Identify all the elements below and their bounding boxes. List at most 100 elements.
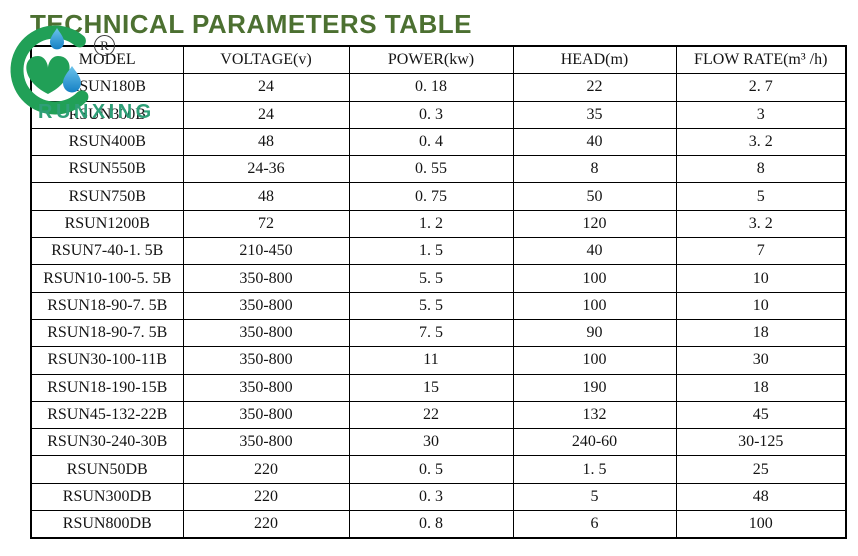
table-row: RSUN18-90-7. 5B 350-800 7. 5 90 18 xyxy=(30,318,847,348)
cell-model: RSUN1200B xyxy=(30,209,184,239)
cell-head: 132 xyxy=(512,400,677,430)
table-row: RSUN550B 24-36 0. 55 8 8 xyxy=(30,155,847,184)
cell-power: 0. 5 xyxy=(348,455,514,484)
cell-model: RSUN750B xyxy=(30,182,184,211)
cell-voltage: 220 xyxy=(182,455,350,484)
cell-flow: 3. 2 xyxy=(675,209,847,239)
table-row: RSUN180B 24 0. 18 22 2. 7 xyxy=(30,73,847,102)
cell-model: RSUN45-132-22B xyxy=(30,400,184,430)
cell-power: 22 xyxy=(348,400,514,430)
cell-power: 0. 18 xyxy=(348,73,514,102)
table-row: RSUN800DB 220 0. 8 6 100 xyxy=(30,510,847,539)
cell-head: 90 xyxy=(512,318,677,348)
cell-voltage: 350-800 xyxy=(182,428,350,457)
logo-leaf-icon xyxy=(26,56,70,94)
cell-power: 5. 5 xyxy=(348,291,514,320)
cell-power: 0. 3 xyxy=(348,482,514,512)
cell-model: RSUN800DB xyxy=(30,510,184,539)
cell-power: 0. 55 xyxy=(348,155,514,184)
cell-head: 120 xyxy=(512,209,677,239)
table-row: RSUN18-190-15B 350-800 15 190 18 xyxy=(30,373,847,402)
cell-voltage: 210-450 xyxy=(182,237,350,266)
column-header-voltage: VOLTAGE(v) xyxy=(182,45,350,75)
cell-voltage: 220 xyxy=(182,482,350,512)
table-row: RSUN10-100-5. 5B 350-800 5. 5 100 10 xyxy=(30,264,847,293)
cell-head: 1. 5 xyxy=(512,455,677,484)
cell-power: 1. 5 xyxy=(348,237,514,266)
cell-head: 40 xyxy=(512,237,677,266)
table-body: RSUN180B 24 0. 18 22 2. 7 RSUN300B 24 0. 3 35 3 RS… xyxy=(30,73,847,539)
cell-power: 1. 2 xyxy=(348,209,514,239)
cell-voltage: 24 xyxy=(182,100,350,129)
cell-flow: 7 xyxy=(675,237,847,266)
page-title: TECHNICAL PARAMETERS TABLE xyxy=(30,9,472,39)
cell-voltage: 48 xyxy=(182,127,350,157)
cell-head: 50 xyxy=(512,182,677,211)
cell-flow: 18 xyxy=(675,373,847,402)
cell-model: RSUN50DB xyxy=(30,455,184,484)
cell-flow: 3. 2 xyxy=(675,127,847,157)
cell-model: RSUN18-90-7. 5B xyxy=(30,291,184,320)
brand-watermark-text: RUNXING xyxy=(38,101,155,123)
cell-head: 40 xyxy=(512,127,677,157)
cell-voltage: 72 xyxy=(182,209,350,239)
cell-head: 240-60 xyxy=(512,428,677,457)
cell-voltage: 350-800 xyxy=(182,400,350,430)
registered-trademark-icon: R xyxy=(94,35,115,56)
cell-flow: 100 xyxy=(675,510,847,539)
cell-model: RSUN10-100-5. 5B xyxy=(30,264,184,293)
cell-model: RSUN550B xyxy=(30,155,184,184)
table-row: RSUN7-40-1. 5B 210-450 1. 5 40 7 xyxy=(30,237,847,266)
cell-power: 0. 75 xyxy=(348,182,514,211)
cell-voltage: 350-800 xyxy=(182,264,350,293)
cell-power: 11 xyxy=(348,346,514,375)
cell-flow: 45 xyxy=(675,400,847,430)
water-drop-large-icon xyxy=(63,66,81,93)
cell-flow: 8 xyxy=(675,155,847,184)
cell-head: 22 xyxy=(512,73,677,102)
cell-head: 100 xyxy=(512,346,677,375)
cell-head: 5 xyxy=(512,482,677,512)
cell-power: 30 xyxy=(348,428,514,457)
cell-head: 35 xyxy=(512,100,677,129)
cell-model: RSUN18-90-7. 5B xyxy=(30,318,184,348)
cell-voltage: 220 xyxy=(182,510,350,539)
cell-model: RSUN300B xyxy=(30,100,184,129)
cell-voltage: 24 xyxy=(182,73,350,102)
cell-model: RSUN300DB xyxy=(30,482,184,512)
cell-power: 0. 8 xyxy=(348,510,514,539)
cell-power: 7. 5 xyxy=(348,318,514,348)
table-row: RSUN30-240-30B 350-800 30 240-60 30-125 xyxy=(30,428,847,457)
table-row: RSUN50DB 220 0. 5 1. 5 25 xyxy=(30,455,847,484)
column-header-head: HEAD(m) xyxy=(512,45,677,75)
table-row: RSUN300B 24 0. 3 35 3 xyxy=(30,100,847,129)
cell-head: 8 xyxy=(512,155,677,184)
cell-voltage: 24-36 xyxy=(182,155,350,184)
table-row: RSUN750B 48 0. 75 50 5 xyxy=(30,182,847,211)
cell-model: RSUN30-240-30B xyxy=(30,428,184,457)
cell-model: RSUN7-40-1. 5B xyxy=(30,237,184,266)
cell-power: 15 xyxy=(348,373,514,402)
table-row: RSUN45-132-22B 350-800 22 132 45 xyxy=(30,400,847,430)
cell-model: RSUN18-190-15B xyxy=(30,373,184,402)
cell-voltage: 350-800 xyxy=(182,346,350,375)
cell-flow: 10 xyxy=(675,264,847,293)
cell-flow: 3 xyxy=(675,100,847,129)
cell-flow: 10 xyxy=(675,291,847,320)
cell-voltage: 48 xyxy=(182,182,350,211)
cell-model: RSUN400B xyxy=(30,127,184,157)
cell-model: RSUN30-100-11B xyxy=(30,346,184,375)
table-row: RSUN300DB 220 0. 3 5 48 xyxy=(30,482,847,512)
technical-parameters-table: MODEL VOLTAGE(v) POWER(kw) HEAD(m) FLOW … xyxy=(30,45,847,540)
cell-flow: 18 xyxy=(675,318,847,348)
table-row: RSUN1200B 72 1. 2 120 3. 2 xyxy=(30,209,847,239)
table-row: RSUN18-90-7. 5B 350-800 5. 5 100 10 xyxy=(30,291,847,320)
cell-power: 5. 5 xyxy=(348,264,514,293)
cell-flow: 48 xyxy=(675,482,847,512)
cell-flow: 5 xyxy=(675,182,847,211)
runxing-logo-icon xyxy=(10,25,89,115)
table-row: RSUN400B 48 0. 4 40 3. 2 xyxy=(30,127,847,157)
cell-voltage: 350-800 xyxy=(182,373,350,402)
cell-flow: 30 xyxy=(675,346,847,375)
